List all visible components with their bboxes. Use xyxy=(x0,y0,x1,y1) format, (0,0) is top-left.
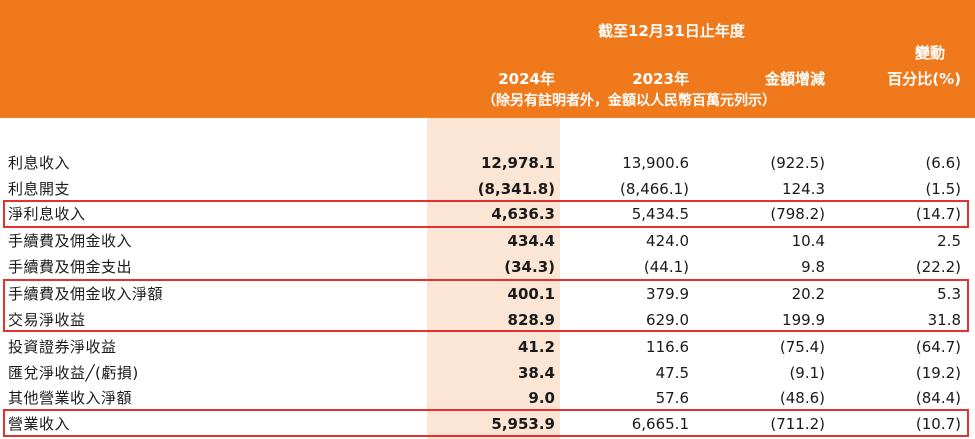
value-2024: (8,341.8) xyxy=(477,180,555,198)
value-2023: 629.0 xyxy=(646,311,689,329)
value-change: (798.2) xyxy=(770,205,825,223)
highlight-box-net-interest xyxy=(3,200,969,228)
period-heading: 截至12月31日止年度 xyxy=(598,22,745,40)
value-change: (75.4) xyxy=(779,338,825,356)
table-row: 營業收入 5,953.9 6,665.1 (711.2) (10.7) xyxy=(0,411,975,437)
col-header-change: 金額增減 xyxy=(764,70,825,88)
value-2024: 9.0 xyxy=(528,389,555,407)
value-2023: 57.6 xyxy=(655,389,689,407)
value-2023: (8,466.1) xyxy=(620,180,689,198)
row-label: 投資證券淨收益 xyxy=(8,338,117,356)
highlight-box-operating-income xyxy=(3,409,969,437)
table-row: 手續費及佣金收入 434.4 424.0 10.4 2.5 xyxy=(0,228,975,254)
row-label: 淨利息收入 xyxy=(8,205,86,223)
value-2024: 5,953.9 xyxy=(491,415,555,433)
value-2024: 4,636.3 xyxy=(491,205,555,223)
value-2023: 47.5 xyxy=(655,364,689,382)
value-pct: (84.4) xyxy=(915,389,961,407)
value-pct: (14.7) xyxy=(915,205,961,223)
value-change: 124.3 xyxy=(782,180,825,198)
value-pct: 2.5 xyxy=(937,232,961,250)
value-change: (711.2) xyxy=(770,415,825,433)
col-header-pct: 百分比(%) xyxy=(887,70,961,88)
value-2023: 13,900.6 xyxy=(622,154,689,172)
year-2024-highlight-column xyxy=(427,118,560,439)
value-2023: 424.0 xyxy=(646,232,689,250)
value-change: 20.2 xyxy=(791,285,825,303)
value-pct: (10.7) xyxy=(915,415,961,433)
table-row: 交易淨收益 828.9 629.0 199.9 31.8 xyxy=(0,307,975,333)
value-change: (922.5) xyxy=(770,154,825,172)
highlight-box-fee-trading xyxy=(3,279,969,332)
row-label: 交易淨收益 xyxy=(8,311,86,329)
table-header: 截至12月31日止年度 變動 2024年 2023年 金額增減 百分比(%) （… xyxy=(0,0,975,118)
row-label: 手續費及佣金收入 xyxy=(8,232,133,250)
value-pct: (19.2) xyxy=(915,364,961,382)
table-row: 手續費及佣金支出 (34.3) (44.1) 9.8 (22.2) xyxy=(0,254,975,280)
value-2023: 5,434.5 xyxy=(631,205,689,223)
value-2024: 41.2 xyxy=(517,338,555,356)
col-header-2024: 2024年 xyxy=(498,70,555,88)
value-pct: 31.8 xyxy=(927,311,961,329)
table-row: 淨利息收入 4,636.3 5,434.5 (798.2) (14.7) xyxy=(0,201,975,227)
change-pct-heading-line1: 變動 xyxy=(914,44,945,62)
value-pct: (64.7) xyxy=(915,338,961,356)
unit-note: （除另有註明者外，金額以人民幣百萬元列示） xyxy=(482,93,776,109)
row-label: 手續費及佣金支出 xyxy=(8,258,133,276)
value-change: 199.9 xyxy=(782,311,825,329)
value-2023: 379.9 xyxy=(646,285,689,303)
value-change: 10.4 xyxy=(791,232,825,250)
value-pct: 5.3 xyxy=(937,285,961,303)
table-row: 匯兌淨收益╱(虧損) 38.4 47.5 (9.1) (19.2) xyxy=(0,360,975,386)
table-row: 其他營業收入淨額 9.0 57.6 (48.6) (84.4) xyxy=(0,385,975,411)
value-2024: 12,978.1 xyxy=(480,154,555,172)
value-change: 9.8 xyxy=(801,258,825,276)
value-pct: (6.6) xyxy=(925,154,961,172)
value-2024: (34.3) xyxy=(504,258,555,276)
value-pct: (1.5) xyxy=(925,180,961,198)
value-2023: (44.1) xyxy=(643,258,689,276)
value-2023: 6,665.1 xyxy=(631,415,689,433)
value-2023: 116.6 xyxy=(646,338,689,356)
row-label: 營業收入 xyxy=(8,415,71,433)
table-row: 手續費及佣金收入淨額 400.1 379.9 20.2 5.3 xyxy=(0,281,975,307)
table-row: 投資證券淨收益 41.2 116.6 (75.4) (64.7) xyxy=(0,334,975,360)
value-change: (48.6) xyxy=(779,389,825,407)
row-label: 手續費及佣金收入淨額 xyxy=(8,285,164,303)
table-row: 利息收入 12,978.1 13,900.6 (922.5) (6.6) xyxy=(0,150,975,176)
value-2024: 38.4 xyxy=(517,364,555,382)
value-2024: 828.9 xyxy=(507,311,555,329)
value-2024: 400.1 xyxy=(507,285,555,303)
row-label: 匯兌淨收益╱(虧損) xyxy=(8,364,139,382)
row-label: 利息開支 xyxy=(8,180,71,198)
value-2024: 434.4 xyxy=(507,232,555,250)
col-header-2023: 2023年 xyxy=(632,70,689,88)
value-pct: (22.2) xyxy=(915,258,961,276)
row-label: 利息收入 xyxy=(8,154,71,172)
row-label: 其他營業收入淨額 xyxy=(8,389,133,407)
table-row: 利息開支 (8,341.8) (8,466.1) 124.3 (1.5) xyxy=(0,176,975,202)
value-change: (9.1) xyxy=(789,364,825,382)
